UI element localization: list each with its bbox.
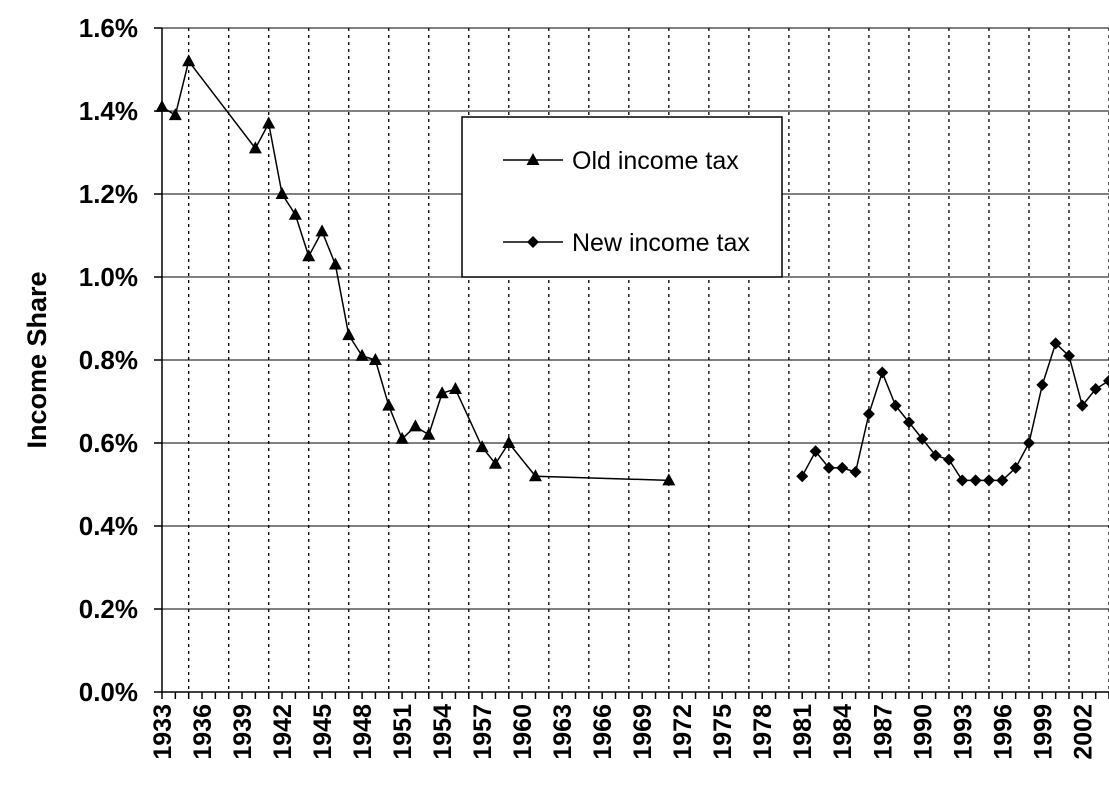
x-tick-label: 1990 [909, 704, 937, 760]
x-tick-label: 1939 [229, 704, 257, 760]
diamond-marker [849, 466, 862, 479]
triangle-marker [408, 419, 422, 432]
legend-item: New income tax [503, 229, 750, 257]
grid [162, 27, 1109, 692]
y-axis-title: Income Share [22, 271, 52, 448]
legend-label: New income tax [572, 229, 750, 257]
diamond-marker [1049, 337, 1062, 350]
diamond-marker [969, 474, 982, 487]
y-tick-labels: 0.0% 0.2% 0.4% 0.6% 0.8% 1.0% 1.2% 1.4% 1.6% [79, 13, 138, 707]
axes [154, 27, 1109, 699]
diamond-marker [1089, 383, 1102, 396]
x-tick-label: 1969 [629, 704, 657, 760]
triangle-marker [662, 473, 676, 486]
x-tick-label: 1975 [709, 704, 737, 760]
x-tick-label: 1933 [149, 704, 177, 760]
x-tick-label: 1945 [309, 704, 337, 760]
x-tick-label: 1942 [269, 704, 297, 760]
x-tick-label: 1963 [549, 704, 577, 760]
triangle-marker [315, 224, 329, 237]
triangle-marker [395, 431, 409, 444]
series-line [801, 342, 1109, 482]
triangle-marker [342, 328, 356, 341]
x-tick-label: 1957 [469, 704, 497, 760]
x-tick-label: 1954 [429, 704, 457, 760]
diamond-marker [796, 470, 809, 483]
triangle-marker [528, 469, 542, 482]
triangle-marker [262, 116, 276, 129]
x-tick-labels: 1933 1936 1939 1942 1945 1948 1951 1954 1957 1960… [149, 704, 1097, 760]
triangle-marker [275, 187, 289, 199]
triangle-marker [435, 386, 449, 399]
triangle-marker [355, 348, 369, 361]
y-tick-label: 0.0% [79, 677, 138, 707]
triangle-marker [248, 141, 262, 154]
x-tick-label: 1999 [1029, 704, 1057, 760]
triangle-marker [448, 382, 462, 395]
y-tick-label: 1.6% [79, 13, 138, 43]
triangle-marker [475, 440, 489, 453]
legend: Old income tax New income tax [461, 116, 783, 278]
y-tick-label: 0.2% [79, 594, 138, 624]
triangle-marker [328, 257, 342, 270]
x-tick-label: 1987 [869, 704, 897, 760]
legend-label: Old income tax [572, 147, 739, 175]
diamond-marker [1036, 378, 1049, 391]
diamond-marker [982, 474, 995, 487]
triangle-marker [422, 427, 436, 440]
legend-item: Old income tax [503, 147, 739, 175]
diamond-marker [942, 453, 955, 466]
diamond-marker [1022, 437, 1035, 449]
x-tick-label: 1981 [789, 704, 817, 760]
triangle-marker [182, 54, 196, 67]
diamond-marker [527, 236, 539, 248]
x-tick-label: 1984 [829, 704, 857, 760]
diamond-marker [1103, 374, 1109, 387]
triangle-marker [382, 398, 396, 411]
x-tick-label: 1936 [189, 704, 217, 760]
diamond-marker [822, 461, 835, 474]
triangle-marker [502, 436, 516, 448]
y-tick-label: 1.4% [79, 96, 138, 126]
x-tick-label: 1993 [949, 704, 977, 760]
y-tick-label: 0.4% [79, 511, 138, 541]
x-tick-label: 1948 [349, 704, 377, 760]
series [155, 54, 1109, 487]
diamond-marker [996, 474, 1009, 487]
triangle-marker [488, 456, 502, 469]
diamond-marker [902, 416, 915, 429]
triangle-marker [168, 108, 182, 121]
diamond-marker [876, 366, 889, 379]
x-tick-label: 1960 [509, 704, 537, 760]
y-tick-label: 0.8% [79, 345, 138, 375]
triangle-marker [288, 207, 302, 220]
x-tick-label: 1978 [749, 704, 777, 760]
diamond-marker [889, 399, 902, 412]
diamond-marker [929, 449, 942, 462]
x-tick-label: 1951 [389, 704, 417, 760]
diamond-marker [809, 445, 822, 458]
triangle-marker [368, 353, 382, 365]
triangle-marker [302, 249, 316, 262]
diamond-marker [916, 432, 929, 445]
diamond-marker [1062, 349, 1075, 362]
y-tick-label: 0.6% [79, 428, 138, 458]
y-tick-label: 1.2% [79, 179, 138, 209]
x-tick-label: 1972 [669, 704, 697, 760]
series-new-income-tax [796, 337, 1109, 487]
x-tick-label: 2002 [1069, 704, 1097, 760]
diamond-marker [1009, 461, 1022, 474]
diamond-marker [1076, 399, 1089, 412]
triangle-marker [526, 153, 540, 165]
diamond-marker [836, 461, 849, 474]
series-old-income-tax [155, 54, 676, 486]
y-tick-label: 1.0% [79, 262, 138, 292]
diamond-marker [862, 407, 875, 420]
diamond-marker [956, 474, 969, 487]
triangle-marker [155, 99, 169, 112]
x-tick-label: 1966 [589, 704, 617, 760]
legend-box [461, 116, 783, 278]
x-tick-label: 1996 [989, 704, 1017, 760]
